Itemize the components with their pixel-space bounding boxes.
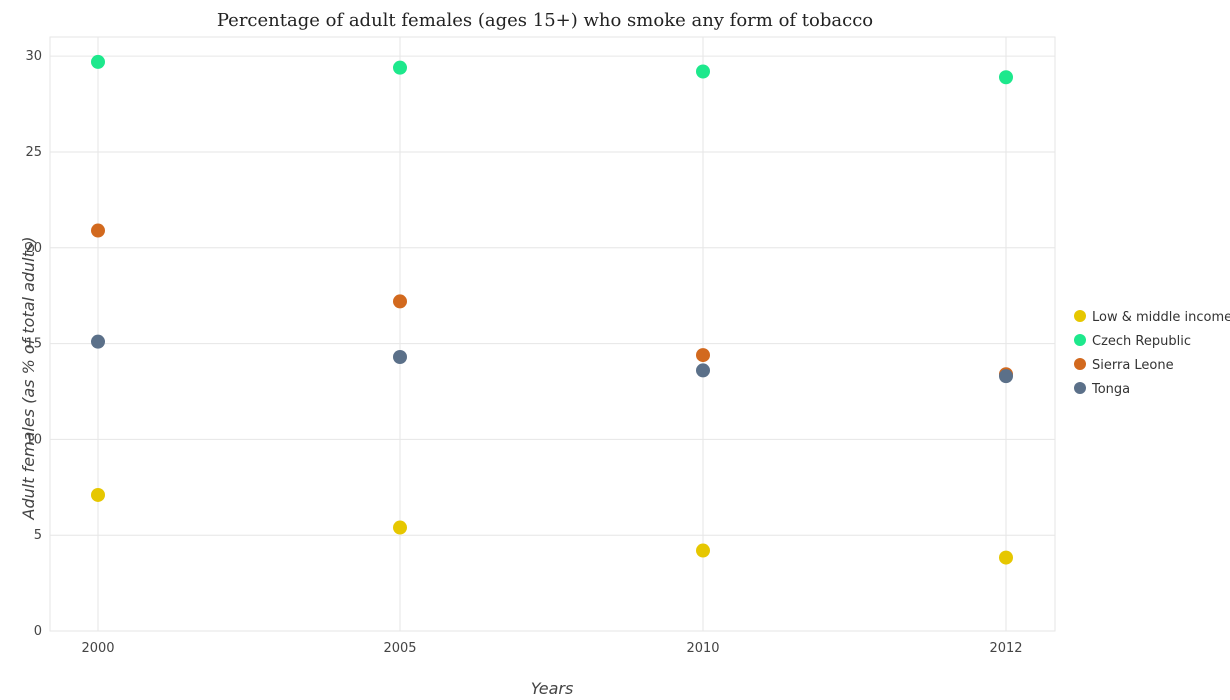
- point-low-middle-income: [393, 520, 407, 535]
- x-tick-label: 2010: [686, 641, 719, 656]
- point-tonga: [999, 369, 1013, 384]
- point-low-middle-income: [91, 487, 105, 502]
- point-czech-republic: [393, 60, 407, 75]
- gridlines: [49, 36, 1056, 632]
- legend-marker-tonga: [1074, 382, 1086, 394]
- point-czech-republic: [91, 54, 105, 69]
- y-tick-label: 20: [25, 241, 42, 256]
- y-tick-label: 10: [25, 432, 42, 447]
- y-tick-label: 5: [34, 528, 42, 543]
- y-tick-label: 25: [25, 145, 42, 160]
- legend-label-tonga: Tonga: [1091, 382, 1130, 397]
- y-tick-label: 0: [34, 624, 42, 639]
- point-czech-republic: [999, 70, 1013, 85]
- point-sierra-leone: [393, 294, 407, 309]
- point-low-middle-income: [999, 550, 1013, 565]
- x-axis: 2000 2005 2010 2012: [81, 641, 1022, 656]
- point-tonga: [393, 349, 407, 364]
- legend-marker-sierra-leone: [1074, 358, 1086, 370]
- point-czech-republic: [696, 64, 710, 79]
- x-tick-label: 2005: [383, 641, 416, 656]
- y-tick-label: 30: [25, 49, 42, 64]
- legend: Low & middle income Czech Republic Sierra …: [1074, 310, 1230, 397]
- legend-marker-czech-republic: [1074, 334, 1086, 346]
- point-sierra-leone: [696, 348, 710, 363]
- point-sierra-leone: [91, 223, 105, 238]
- chart-title: Percentage of adult females (ages 15+) w…: [217, 10, 873, 31]
- data-points: [91, 54, 1013, 565]
- legend-label-sierra-leone: Sierra Leone: [1092, 358, 1174, 373]
- legend-marker-low-middle-income: [1074, 310, 1086, 322]
- plot-area: [49, 36, 1056, 632]
- point-tonga: [91, 334, 105, 349]
- x-tick-label: 2012: [989, 641, 1022, 656]
- x-tick-label: 2000: [81, 641, 114, 656]
- legend-label-low-middle-income: Low & middle income: [1092, 310, 1230, 325]
- legend-label-czech-republic: Czech Republic: [1092, 334, 1191, 349]
- point-tonga: [696, 363, 710, 378]
- x-axis-title: Years: [531, 679, 574, 698]
- y-axis-title: Adult females (as % of total adults): [19, 237, 38, 521]
- y-tick-label: 15: [25, 337, 42, 352]
- point-low-middle-income: [696, 543, 710, 558]
- y-axis: 0 5 10 15 20 25 30: [25, 49, 42, 639]
